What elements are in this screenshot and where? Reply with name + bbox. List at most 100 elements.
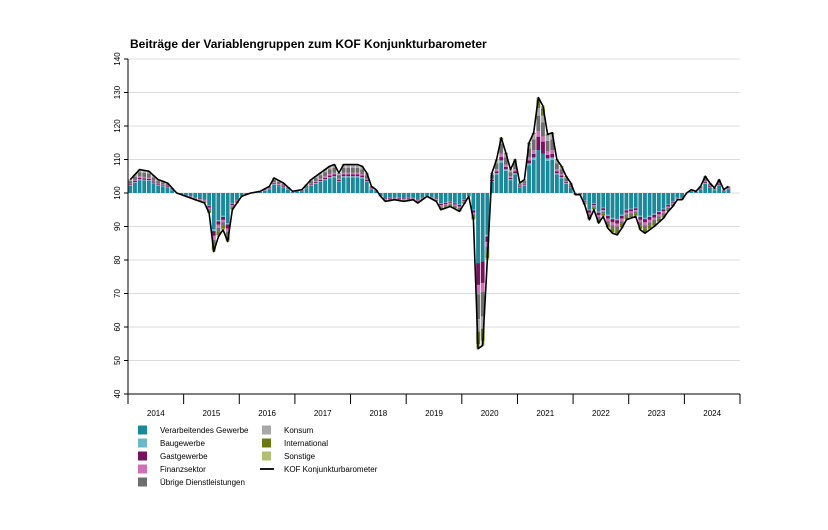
bar-segment-bau bbox=[365, 181, 369, 182]
bar-segment-gast bbox=[513, 171, 517, 173]
bar-segment-uebrige bbox=[541, 122, 545, 136]
bar-segment-bau bbox=[615, 219, 619, 220]
bar-segment-bau bbox=[662, 209, 666, 210]
bar-segment-bau bbox=[277, 186, 281, 187]
bar-segment-verarbeitendes bbox=[184, 193, 188, 195]
bar-segment-verarbeitendes bbox=[439, 193, 443, 203]
bar-segment-gast bbox=[448, 202, 452, 203]
bar-segment-verarbeitendes bbox=[430, 193, 434, 197]
bar-segment-verarbeitendes bbox=[467, 193, 471, 195]
bar-segment-uebrige bbox=[620, 221, 624, 224]
bar-segment-verarbeitendes bbox=[555, 175, 559, 193]
legend-swatch-konsum bbox=[262, 426, 271, 435]
bar-segment-verarbeitendes bbox=[356, 177, 360, 193]
bar-segment-verarbeitendes bbox=[634, 193, 638, 208]
bar-segment-gast bbox=[356, 174, 360, 176]
bar-segment-verarbeitendes bbox=[365, 182, 369, 193]
bar-segment-verarbeitendes bbox=[189, 193, 193, 196]
bar-segment-gast bbox=[165, 186, 169, 187]
bar-segment-verarbeitendes bbox=[583, 193, 587, 200]
bar-segment-finanz bbox=[518, 186, 522, 187]
bar-segment-uebrige bbox=[128, 181, 132, 183]
bar-segment-uebrige bbox=[156, 181, 160, 183]
bar-segment-verarbeitendes bbox=[309, 186, 313, 193]
bar-segment-uebrige bbox=[393, 198, 397, 199]
bar-segment-gast bbox=[634, 208, 638, 210]
bar-segment-uebrige bbox=[648, 222, 652, 225]
x-tick-label: 2019 bbox=[425, 409, 443, 418]
bar-segment-verarbeitendes bbox=[295, 192, 299, 193]
bar-segment-finanz bbox=[555, 169, 559, 171]
x-tick-label: 2023 bbox=[648, 409, 666, 418]
bar-segment-finanz bbox=[532, 150, 536, 154]
bar-segment-gast bbox=[332, 174, 336, 176]
bar-segment-gast bbox=[560, 176, 564, 178]
bar-segment-gast bbox=[541, 142, 545, 154]
bar-segment-uebrige bbox=[444, 205, 448, 206]
bar-segment-verarbeitendes bbox=[402, 193, 406, 198]
bar-segment-verarbeitendes bbox=[397, 193, 401, 198]
bar-segment-bau bbox=[629, 209, 633, 210]
bar-segment-finanz bbox=[337, 179, 341, 180]
bar-segment-bau bbox=[550, 157, 554, 159]
bar-segment-verarbeitendes bbox=[193, 193, 197, 197]
bar-segment-uebrige bbox=[147, 174, 151, 178]
bar-segment-gast bbox=[476, 263, 480, 285]
bar-segment-bau bbox=[601, 208, 605, 209]
y-tick-label: 70 bbox=[113, 289, 122, 298]
bar-segment-bau bbox=[643, 218, 647, 219]
bar-segment-finanz bbox=[407, 199, 411, 200]
bar-segment-bau bbox=[346, 176, 350, 177]
bar-segment-gast bbox=[657, 212, 661, 214]
bar-segment-finanz bbox=[216, 225, 220, 228]
bar-segment-bau bbox=[458, 204, 462, 205]
legend: Verarbeitendes GewerbeBaugewerbeGastgewe… bbox=[138, 426, 378, 488]
bar-segment-finanz bbox=[638, 220, 642, 223]
bar-segment-gast bbox=[509, 178, 513, 179]
bar-segment-gast bbox=[142, 178, 146, 179]
bar-segment-verarbeitendes bbox=[708, 187, 712, 193]
bar-segment-gast bbox=[504, 167, 508, 169]
bar-segment-finanz bbox=[147, 178, 151, 179]
bar-segment-finanz bbox=[351, 173, 355, 175]
bar-segment-gast bbox=[532, 154, 536, 158]
legend-label-kof: KOF Konjunkturbarometer bbox=[284, 465, 378, 474]
bar-segment-finanz bbox=[495, 169, 499, 171]
bar-segment-finanz bbox=[161, 185, 165, 186]
bar-segment-gast bbox=[708, 186, 712, 187]
x-tick-label: 2016 bbox=[258, 409, 276, 418]
bar-segment-bau bbox=[439, 203, 443, 204]
bar-segment-bau bbox=[323, 179, 327, 180]
bar-segment-verarbeitendes bbox=[652, 193, 656, 214]
bar-segment-verarbeitendes bbox=[323, 180, 327, 193]
bar-segment-gast bbox=[629, 209, 633, 211]
bar-segment-bau bbox=[606, 215, 610, 216]
legend-swatch-gast bbox=[138, 452, 147, 461]
bar-segment-verarbeitendes bbox=[161, 187, 165, 193]
bar-segment-verarbeitendes bbox=[448, 193, 452, 201]
bar-segment-bau bbox=[657, 211, 661, 212]
x-tick-label: 2014 bbox=[147, 409, 165, 418]
bar-segment-gast bbox=[388, 198, 392, 199]
bar-segment-gast bbox=[147, 179, 151, 180]
y-tick-label: 130 bbox=[113, 85, 122, 99]
bar-segment-verarbeitendes bbox=[643, 193, 647, 218]
y-tick-label: 80 bbox=[113, 255, 122, 264]
bar-segment-gast bbox=[444, 203, 448, 204]
bar-segment-finanz bbox=[397, 199, 401, 200]
bar-segment-finanz bbox=[272, 182, 276, 183]
bar-segment-verarbeitendes bbox=[615, 193, 619, 219]
bar-segment-uebrige bbox=[142, 173, 146, 177]
bar-segment-finanz bbox=[611, 222, 615, 225]
y-tick-label: 40 bbox=[113, 389, 122, 398]
bar-segment-bau bbox=[138, 179, 142, 180]
bar-segment-finanz bbox=[592, 205, 596, 206]
bar-segment-gast bbox=[193, 197, 197, 198]
bar-segment-bau bbox=[156, 185, 160, 186]
bar-segment-gast bbox=[648, 217, 652, 220]
bar-segment-verarbeitendes bbox=[699, 189, 703, 193]
bar-segment-verarbeitendes bbox=[638, 193, 642, 216]
bar-segment-bau bbox=[546, 158, 550, 160]
